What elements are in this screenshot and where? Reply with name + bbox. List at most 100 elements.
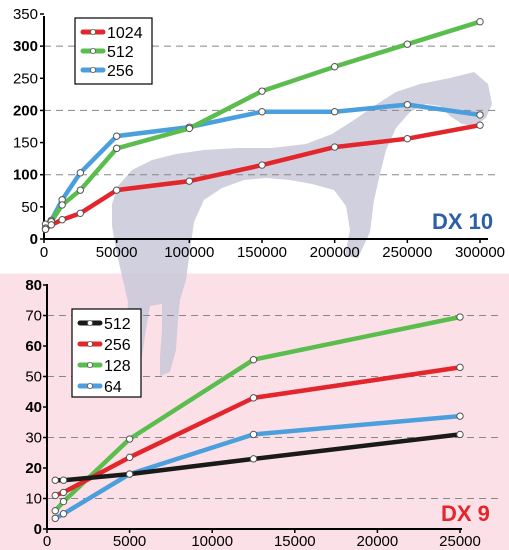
- bottom-x-tick-labels: 0 5000 10000 15000 20000 25000: [43, 529, 481, 550]
- data-point-128: [59, 497, 68, 506]
- dx9-panel-label: DX 9: [441, 501, 490, 526]
- top-x-tick-label: 200000: [310, 244, 360, 261]
- dx10-panel-label: DX 10: [432, 209, 493, 234]
- bottom-series-group: [51, 313, 464, 523]
- data-point-256: [125, 453, 134, 462]
- data-point-512: [403, 40, 412, 48]
- bot-x-tick-label: 10000: [191, 533, 233, 550]
- bot-y-tick-label: 50: [25, 369, 42, 386]
- data-point-512: [58, 201, 66, 209]
- data-point-1024: [58, 216, 66, 224]
- data-point-512: [125, 470, 134, 478]
- legend-label-256: 256: [107, 63, 134, 80]
- top-x-tick-labels: 0 50000 100000 150000 200000 250000 300000: [40, 239, 505, 261]
- top-x-tick-label: 250000: [382, 244, 432, 261]
- bot-x-tick-label: 15000: [274, 533, 316, 550]
- bot-x-tick-label: 20000: [357, 533, 399, 550]
- data-point-128: [125, 435, 134, 443]
- series-line-512: [43, 19, 483, 231]
- data-point-64: [249, 430, 258, 439]
- top-x-tick-label: 50000: [96, 244, 138, 261]
- legend-marker-512: [87, 319, 94, 326]
- top-y-tick-label: 250: [13, 70, 38, 87]
- data-point-1024: [47, 221, 55, 229]
- data-point-128: [456, 313, 464, 321]
- legend-label-64: 64: [104, 379, 122, 396]
- legend-marker-1024: [90, 28, 97, 35]
- bot-y-tick-label: 30: [25, 430, 42, 447]
- legend-marker-64: [87, 382, 94, 389]
- bot-x-tick-label: 0: [43, 533, 51, 550]
- top-x-tick-label: 150000: [237, 244, 287, 261]
- data-point-1024: [258, 161, 266, 169]
- data-point-1024: [76, 209, 85, 217]
- top-y-tick-label: 300: [13, 38, 38, 55]
- series-line-1024: [43, 122, 483, 232]
- data-point-64: [59, 510, 68, 518]
- data-point-1024: [476, 121, 484, 129]
- data-point-1024: [403, 135, 412, 143]
- data-point-512: [51, 476, 59, 484]
- legend-marker-512: [90, 48, 97, 55]
- bot-x-tick-label: 25000: [439, 533, 481, 550]
- data-point-256: [112, 132, 121, 140]
- top-series-group: [41, 18, 484, 234]
- horse-watermark: [112, 72, 492, 382]
- legend-label-1024: 1024: [107, 25, 143, 42]
- data-point-512: [76, 186, 85, 194]
- data-point-256: [330, 108, 339, 116]
- bot-y-tick-label: 70: [25, 308, 42, 325]
- bottom-legend: 512 256 128 64: [71, 308, 142, 398]
- bot-y-tick-label: 0: [34, 521, 42, 538]
- data-point-512: [456, 430, 464, 439]
- bot-y-tick-label: 40: [25, 399, 42, 416]
- data-point-256: [476, 111, 484, 119]
- data-point-512: [112, 144, 121, 153]
- data-point-512: [249, 455, 258, 463]
- top-y-tick-label: 200: [13, 102, 38, 119]
- data-point-1024: [41, 225, 50, 234]
- data-point-1024: [112, 186, 121, 194]
- data-point-64: [51, 514, 59, 523]
- top-y-tick-label: 350: [13, 6, 38, 23]
- data-point-256: [456, 363, 464, 372]
- data-point-512: [476, 18, 484, 26]
- top-y-tick-label: 100: [13, 167, 38, 184]
- top-y-tick-label: 0: [30, 231, 38, 248]
- data-point-512: [59, 476, 68, 484]
- legend-label-128: 128: [104, 358, 131, 375]
- legend-label-512: 512: [104, 316, 131, 333]
- bottom-y-tick-labels: 0 10 20 30 40 50 60 70 80: [25, 277, 47, 538]
- legend-marker-256: [90, 67, 97, 74]
- data-point-128: [51, 507, 59, 515]
- bot-y-tick-label: 10: [25, 491, 42, 508]
- data-point-1024: [330, 143, 339, 151]
- top-x-tick-label: 100000: [164, 244, 214, 261]
- legend-label-512: 512: [107, 44, 134, 61]
- bot-y-tick-label: 80: [25, 277, 42, 294]
- data-point-256: [51, 491, 59, 500]
- data-point-64: [456, 412, 464, 420]
- data-point-256: [76, 169, 85, 177]
- bot-y-tick-label: 60: [25, 338, 42, 355]
- data-point-512: [330, 63, 339, 71]
- data-point-512: [185, 124, 194, 133]
- data-point-128: [249, 356, 258, 364]
- data-point-256: [403, 100, 412, 109]
- data-point-256: [249, 394, 258, 402]
- bot-y-tick-label: 20: [25, 460, 42, 477]
- bot-x-tick-label: 5000: [113, 533, 146, 550]
- data-point-256: [59, 488, 68, 497]
- top-x-tick-label: 300000: [455, 244, 505, 261]
- legend-marker-128: [87, 361, 94, 368]
- data-point-512: [258, 87, 266, 95]
- top-x-tick-label: 0: [40, 244, 48, 261]
- legend-marker-256: [87, 340, 94, 347]
- top-y-tick-label: 150: [13, 135, 38, 152]
- data-point-256: [258, 108, 266, 116]
- top-legend: 1024 512 256: [74, 17, 153, 85]
- data-point-1024: [185, 177, 194, 185]
- legend-label-256: 256: [104, 337, 131, 354]
- top-y-tick-label: 50: [21, 199, 38, 216]
